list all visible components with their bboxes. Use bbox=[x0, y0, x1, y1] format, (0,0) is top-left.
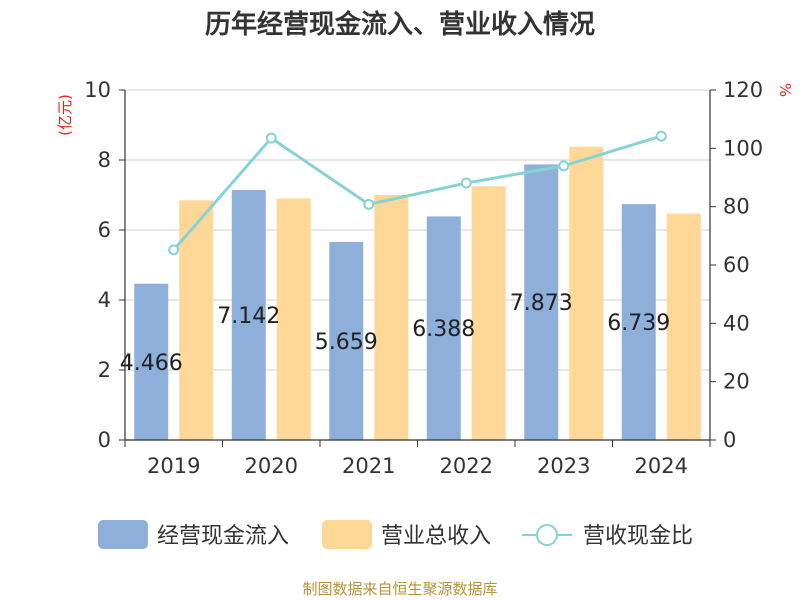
legend-swatch-revenue bbox=[322, 520, 372, 549]
legend-label-cash-inflow: 经营现金流入 bbox=[157, 524, 289, 549]
y-right-tick-label: 40 bbox=[723, 311, 750, 335]
bar-cash-inflow bbox=[524, 164, 559, 440]
legend-swatch-cash-inflow bbox=[98, 520, 148, 549]
chart-title: 历年经营现金流入、营业收入情况 bbox=[205, 9, 595, 40]
x-tick-label: 2020 bbox=[245, 454, 298, 478]
data-label-cash-inflow: 7.142 bbox=[217, 304, 280, 329]
x-tick-label: 2019 bbox=[147, 454, 200, 478]
bar-revenue bbox=[276, 198, 311, 440]
x-tick-label: 2022 bbox=[440, 454, 493, 478]
y-right-tick-label: 80 bbox=[723, 195, 750, 219]
legend-label-ratio: 营收现金比 bbox=[583, 524, 693, 549]
bar-revenue bbox=[179, 200, 214, 440]
legend: 经营现金流入 营业总收入 营收现金比 bbox=[98, 520, 693, 549]
x-tick-label: 2021 bbox=[342, 454, 395, 478]
point-ratio bbox=[363, 198, 375, 210]
bar-revenue bbox=[471, 186, 506, 440]
data-label-cash-inflow: 5.659 bbox=[315, 330, 378, 355]
y-left-tick-label: 2 bbox=[98, 358, 111, 382]
point-ratio bbox=[558, 160, 570, 172]
line-ratio bbox=[172, 134, 662, 251]
y-left-tick-label: 4 bbox=[98, 288, 111, 312]
y-right-tick-label: 0 bbox=[723, 428, 736, 452]
y-right-axis-label: % bbox=[776, 83, 794, 97]
data-label-cash-inflow: 4.466 bbox=[120, 351, 183, 376]
point-ratio bbox=[168, 244, 180, 256]
x-tick-label: 2023 bbox=[537, 454, 590, 478]
x-tick-label: 2024 bbox=[635, 454, 688, 478]
bar-cash-inflow bbox=[231, 190, 266, 440]
y-left-axis-label: (亿元) bbox=[56, 94, 74, 136]
y-left-tick-label: 10 bbox=[84, 78, 111, 102]
point-ratio bbox=[265, 132, 277, 144]
bar-revenue bbox=[569, 146, 604, 440]
y-right-tick-label: 20 bbox=[723, 370, 750, 394]
y-right-tick-label: 60 bbox=[723, 253, 750, 277]
bar-cash-inflow bbox=[329, 241, 364, 440]
y-right-tick-label: 120 bbox=[723, 78, 763, 102]
legend-label-revenue: 营业总收入 bbox=[381, 524, 491, 549]
bar-cash-inflow bbox=[621, 204, 656, 440]
y-left-tick-label: 6 bbox=[98, 218, 111, 242]
data-label-cash-inflow: 6.388 bbox=[412, 317, 475, 342]
bar-revenue bbox=[374, 195, 409, 440]
bar-cash-inflow bbox=[134, 283, 169, 440]
legend-marker-ratio bbox=[536, 524, 558, 546]
point-ratio bbox=[460, 177, 472, 189]
data-label-cash-inflow: 6.739 bbox=[607, 311, 670, 336]
y-left-tick-label: 0 bbox=[98, 428, 111, 452]
bar-cash-inflow bbox=[426, 216, 461, 440]
y-right-tick-label: 100 bbox=[723, 136, 763, 160]
data-label-cash-inflow: 7.873 bbox=[510, 291, 573, 316]
y-left-tick-label: 8 bbox=[98, 148, 111, 172]
data-source-note: 制图数据来自恒生聚源数据库 bbox=[302, 580, 497, 598]
bar-revenue bbox=[666, 213, 701, 440]
point-ratio bbox=[655, 130, 667, 142]
